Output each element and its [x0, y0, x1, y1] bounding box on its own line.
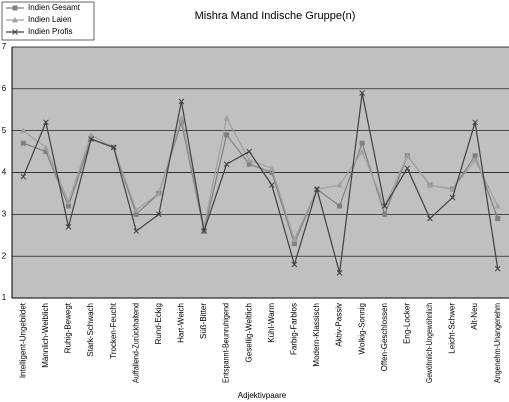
point: [178, 98, 185, 105]
point: [42, 144, 49, 150]
series-line: [22, 92, 499, 274]
point: [381, 203, 388, 209]
point: [336, 270, 343, 276]
point: [359, 148, 366, 155]
point: [133, 207, 140, 213]
point: [88, 131, 95, 138]
point: [269, 170, 275, 175]
x-tick-label: Leicht-Schwer: [448, 303, 457, 354]
point: [426, 182, 433, 188]
point: [291, 261, 298, 268]
legend-label: Indien Gesamt: [28, 3, 81, 12]
point: [155, 211, 162, 218]
legend-marker: [12, 5, 18, 11]
point: [224, 132, 230, 138]
x-tick-label: Eng-Locker: [402, 303, 411, 344]
x-axis-title: Adjektivpaare: [238, 391, 287, 400]
legend-marker: [12, 17, 18, 23]
point: [20, 127, 27, 134]
point: [133, 211, 139, 217]
point: [494, 265, 501, 272]
y-tick-label: 3: [2, 209, 7, 218]
x-tick-label: Rund-Eckig: [154, 303, 163, 344]
series-line: [22, 116, 499, 242]
point: [65, 198, 72, 205]
point: [472, 153, 478, 159]
x-tick-label: Offen-Geschlossen: [380, 303, 389, 371]
point: [449, 194, 456, 201]
x-tick-label: Farbig-Farblos: [289, 303, 298, 355]
point: [223, 115, 230, 121]
point: [178, 115, 185, 121]
x-tick-label: Stark-Schwach: [86, 303, 95, 357]
point: [495, 216, 501, 222]
x-tick-label: Auffallend-Zurückhaltend: [131, 303, 140, 383]
point: [427, 215, 433, 222]
point: [155, 190, 162, 196]
x-tick-label: Süß-Bitter: [199, 303, 208, 339]
point: [133, 228, 140, 234]
legend-label: Indien Profis: [28, 27, 72, 36]
point: [223, 161, 230, 167]
point: [246, 156, 253, 163]
point: [336, 182, 343, 188]
point: [20, 140, 26, 146]
x-tick-label: Gesellig-Weltlich: [244, 303, 253, 362]
x-tick-label: Gewöhnlich-Ungewöhnlich: [425, 303, 434, 383]
chart-title: Mishra Mand Indische Gruppe(n): [195, 10, 356, 22]
point: [268, 182, 275, 188]
y-tick-label: 6: [2, 84, 7, 93]
point: [494, 202, 501, 209]
point: [88, 136, 94, 142]
point: [359, 90, 366, 96]
x-tick-label: Hart-Weich: [177, 303, 186, 343]
point: [20, 173, 27, 180]
y-tick-label: 1: [2, 293, 7, 302]
point: [246, 148, 253, 155]
x-tick-label: Aktiv-Passiv: [335, 303, 344, 347]
x-tick-label: Angenehm-Unangenehm: [493, 303, 502, 383]
point: [472, 119, 478, 126]
point: [110, 144, 117, 151]
x-tick-label: Wolkig-Sonnig: [357, 303, 366, 354]
point: [65, 203, 71, 209]
legend-marker: [12, 29, 18, 35]
point: [404, 152, 411, 159]
point: [201, 228, 207, 234]
x-tick-label: Männlich-Weiblich: [41, 303, 50, 368]
point: [404, 165, 411, 172]
x-tick-label: Modern-Klassisch: [312, 303, 321, 367]
point: [65, 224, 72, 230]
point: [382, 211, 388, 217]
point: [337, 203, 343, 209]
point: [178, 119, 184, 125]
y-tick-label: 5: [2, 126, 7, 135]
point: [43, 149, 49, 155]
point: [268, 165, 275, 171]
x-tick-label: Kühl-Warm: [267, 303, 276, 343]
point: [246, 161, 252, 167]
legend-label: Indien Laien: [28, 15, 72, 24]
x-tick-label: Alt-Neu: [470, 303, 479, 330]
y-tick-label: 2: [2, 251, 7, 260]
y-tick-label: 4: [2, 168, 7, 177]
point: [472, 156, 479, 163]
x-tick-label: Entspannt-Beunruhigend: [222, 303, 231, 383]
point: [43, 119, 49, 126]
point: [449, 186, 456, 192]
y-tick-label: 7: [2, 42, 7, 51]
point: [314, 186, 320, 193]
point: [291, 241, 297, 247]
x-tick-label: Ruhig-Bewegt: [64, 302, 73, 353]
point: [291, 236, 298, 242]
x-tick-label: Trocken-Feucht: [109, 302, 118, 359]
x-tick-label: Intelligent-Ungebildet: [18, 302, 27, 378]
point: [359, 140, 365, 146]
